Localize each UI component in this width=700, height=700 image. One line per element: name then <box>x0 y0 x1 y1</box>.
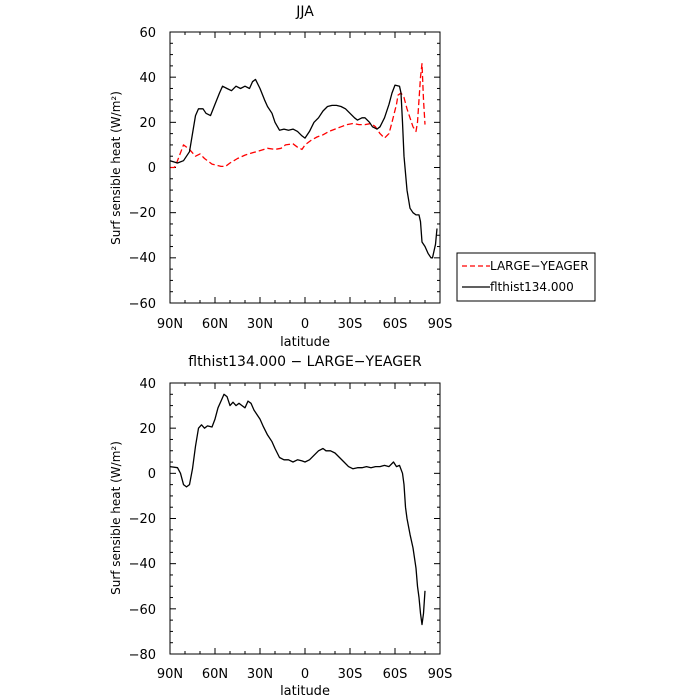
panel-top-series-flthist134-000 <box>169 78 438 259</box>
panel-bottom-xtick-0: 90N <box>157 667 183 682</box>
panel-bottom-ytick-6: −80 <box>129 648 156 663</box>
panel-top-ytick-3: 0 <box>148 161 156 176</box>
panel-top-series-large-yeager <box>170 62 426 169</box>
panel-top-frame <box>169 31 441 304</box>
legend-frame <box>456 252 596 302</box>
panel-bottom-series <box>169 393 426 626</box>
panel-top-ytick-5: −40 <box>129 251 156 266</box>
panel-bottom-ytick-4: −40 <box>129 557 156 572</box>
panel-bottom-xtick-4: 30S <box>338 667 363 682</box>
panel-bottom-frame <box>169 382 441 655</box>
legend-label-flthist: flthist134.000 <box>490 280 574 294</box>
panel-bottom-ticks <box>169 382 441 655</box>
panel-bottom-xlabel: latitude <box>280 684 330 699</box>
panel-bottom-ylabel: Surf sensible heat (W/m²) <box>109 441 123 595</box>
panel-top-ticks <box>169 31 441 304</box>
panel-top-ytick-4: −20 <box>129 206 156 221</box>
panel-bottom-xtick-5: 60S <box>383 667 408 682</box>
panel-bottom-xtick-2: 30N <box>247 667 273 682</box>
panel-top-xtick-6: 90S <box>428 317 453 332</box>
panel-bottom-ytick-3: −20 <box>129 512 156 527</box>
panel-top-xlabel: latitude <box>280 335 330 350</box>
panel-bottom-ytick-1: 20 <box>139 422 156 437</box>
panel-bottom: flthist134.000 − LARGE−YEAGER 90N 60N 30… <box>109 354 452 699</box>
panel-top-series <box>169 62 438 259</box>
panel-top-ylabel: Surf sensible heat (W/m²) <box>109 91 123 245</box>
panel-bottom-series-difference <box>169 393 426 626</box>
panel-top-xtick-3: 0 <box>301 317 309 332</box>
panel-top-ytick-0: 60 <box>139 26 156 41</box>
legend: LARGE−YEAGER flthist134.000 <box>456 252 596 302</box>
panel-bottom-ytick-0: 40 <box>139 377 156 392</box>
panel-bottom-title: flthist134.000 − LARGE−YEAGER <box>188 354 422 370</box>
panel-top: JJA 90N 60N 30N 0 30S 60S 90S 60 40 20 0… <box>109 4 596 350</box>
panel-top-xtick-5: 60S <box>383 317 408 332</box>
legend-label-large-yeager: LARGE−YEAGER <box>490 259 589 273</box>
panel-top-title: JJA <box>295 4 314 20</box>
panel-top-xtick-2: 30N <box>247 317 273 332</box>
panel-top-xtick-4: 30S <box>338 317 363 332</box>
panel-bottom-ytick-5: −60 <box>129 603 156 618</box>
panel-top-xtick-0: 90N <box>157 317 183 332</box>
panel-bottom-xtick-6: 90S <box>428 667 453 682</box>
panel-top-ytick-2: 20 <box>139 116 156 131</box>
panel-top-ytick-1: 40 <box>139 71 156 86</box>
panel-bottom-xtick-3: 0 <box>301 667 309 682</box>
panel-bottom-ytick-2: 0 <box>148 467 156 482</box>
panel-top-xtick-1: 60N <box>202 317 228 332</box>
panel-bottom-xtick-1: 60N <box>202 667 228 682</box>
panel-top-ytick-6: −60 <box>129 297 156 312</box>
